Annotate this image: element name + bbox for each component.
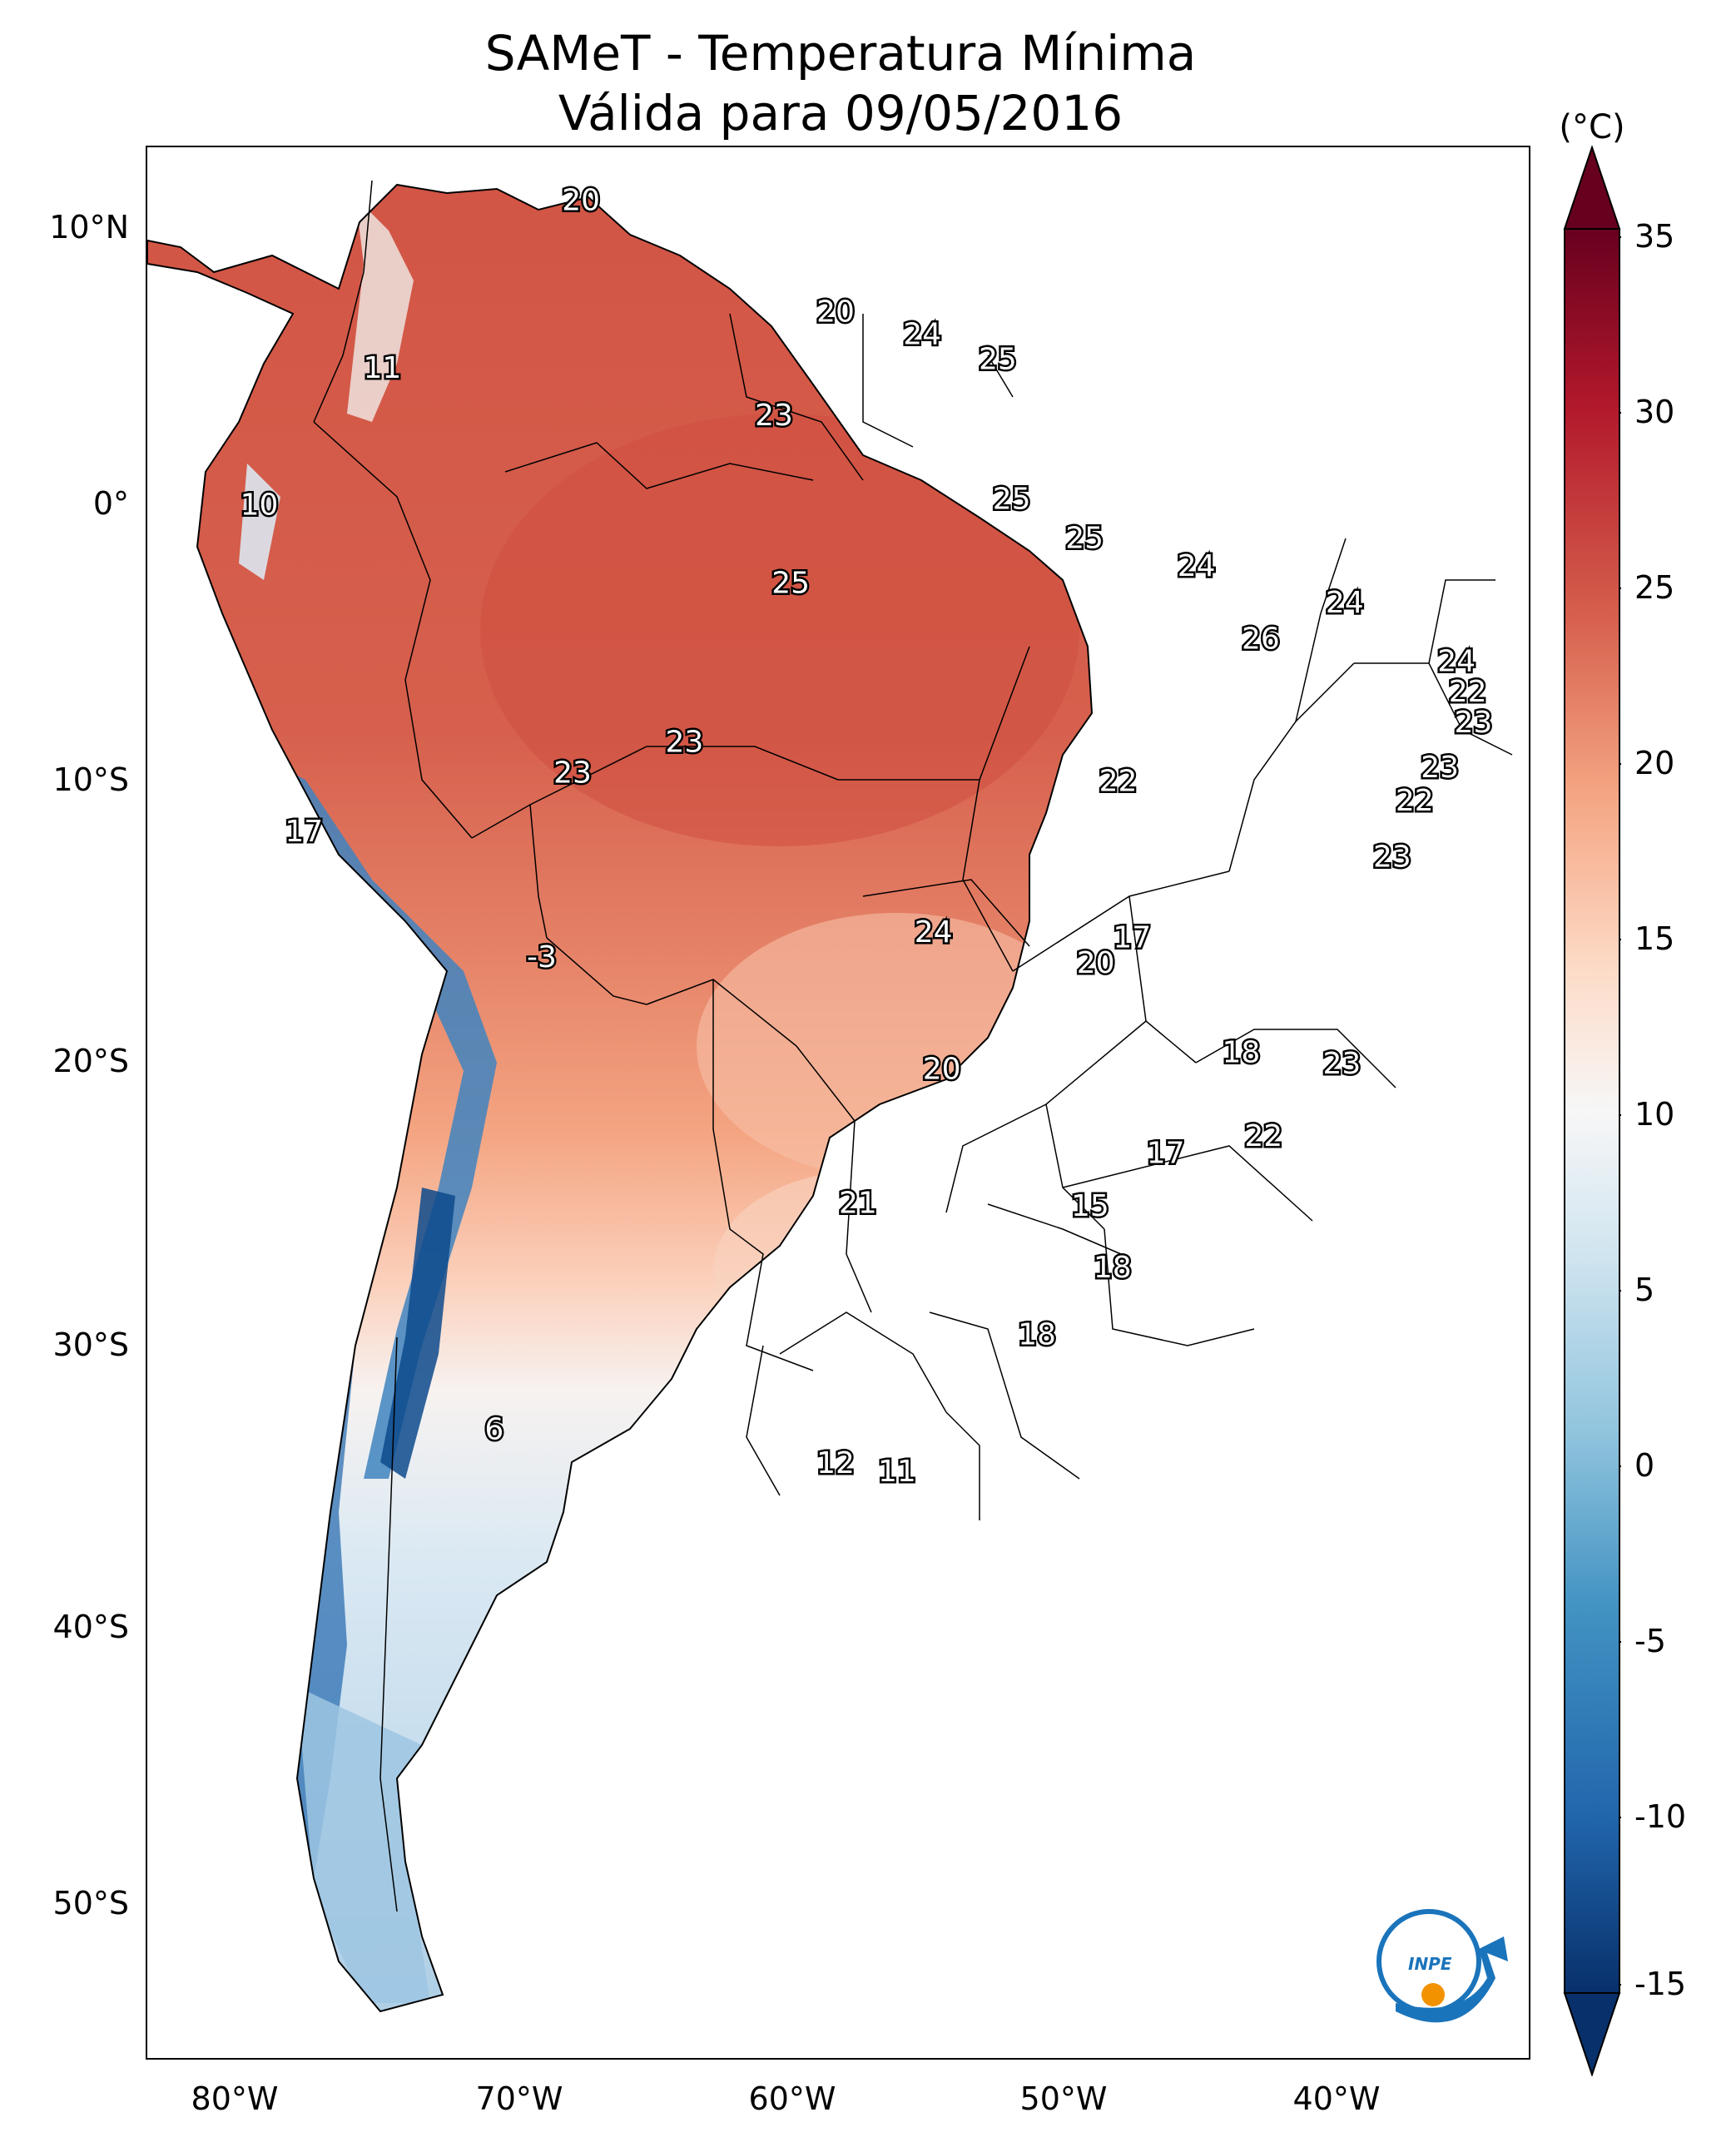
colorbar-unit: (°C) — [1559, 108, 1625, 146]
colorbar-tick-minus15: -15 — [1634, 1966, 1687, 2002]
station-label: 18 — [1222, 1035, 1260, 1069]
station-label: 22 — [1449, 675, 1487, 709]
colorbar-tick-20: 20 — [1634, 745, 1675, 781]
station-label: 24 — [1178, 549, 1216, 583]
station-label: 24 — [903, 318, 941, 352]
colorbar-tick-35: 35 — [1634, 218, 1675, 255]
lat-label-50s: 50°S — [52, 1885, 129, 1921]
svg-text:INPE: INPE — [1408, 1954, 1452, 1974]
station-label: 23 — [665, 726, 703, 760]
station-label: 24 — [1437, 644, 1476, 678]
colorbar — [1563, 146, 1621, 2076]
station-label: 23 — [1322, 1047, 1361, 1081]
station-label: -3 — [527, 940, 557, 974]
lat-label-10s: 10°S — [52, 761, 129, 798]
colorbar-tick-0: 0 — [1634, 1447, 1655, 1484]
lon-label-60w: 60°W — [748, 2080, 836, 2117]
station-label: 22 — [1244, 1119, 1282, 1153]
lat-label-40s: 40°S — [52, 1609, 129, 1645]
station-label: 6 — [484, 1413, 503, 1447]
political-borders — [313, 180, 1513, 1912]
title-line-2: Válida para 09/05/2016 — [558, 85, 1123, 141]
station-label: 24 — [915, 915, 953, 950]
lat-label-30s: 30°S — [52, 1326, 129, 1363]
map-title: SAMeT - Temperatura Mínima Válida para 0… — [0, 23, 1681, 143]
station-label: 20 — [562, 183, 600, 217]
lat-label-0: 0° — [92, 485, 129, 522]
colorbar-tick-25: 25 — [1634, 569, 1675, 606]
colorbar-tick-5: 5 — [1634, 1272, 1655, 1308]
station-label: 20 — [923, 1053, 961, 1087]
lat-label-10n: 10°N — [49, 209, 129, 245]
station-label: 25 — [979, 343, 1017, 377]
station-label: 23 — [1373, 840, 1411, 874]
station-label: 10 — [241, 488, 279, 522]
colorbar-tick-minus5: -5 — [1634, 1623, 1666, 1659]
station-label: 23 — [553, 756, 592, 791]
station-label: 17 — [1113, 921, 1151, 955]
station-label: 24 — [1326, 586, 1364, 620]
lon-label-70w: 70°W — [475, 2080, 563, 2117]
lon-label-80w: 80°W — [191, 2080, 279, 2117]
station-label: 20 — [1077, 946, 1115, 980]
map-panel: 20 11 20 24 25 23 10 25 25 24 24 25 26 24 22 23 23 22 23 23… — [146, 146, 1530, 2060]
station-label: 18 — [1094, 1251, 1132, 1285]
station-label: 26 — [1242, 622, 1280, 656]
lon-label-40w: 40°W — [1292, 2080, 1381, 2117]
station-label: 25 — [1065, 522, 1104, 556]
station-label: 11 — [878, 1455, 916, 1489]
station-label: 12 — [816, 1446, 855, 1480]
station-label: 23 — [755, 399, 793, 433]
station-label: 22 — [1099, 765, 1138, 799]
colorbar-tick-minus10: -10 — [1634, 1798, 1687, 1835]
station-label: 23 — [1421, 751, 1459, 785]
station-label: 18 — [1018, 1318, 1056, 1352]
colorbar-tick-30: 30 — [1634, 394, 1675, 430]
title-line-1: SAMeT - Temperatura Mínima — [484, 25, 1197, 82]
station-label: 21 — [839, 1187, 877, 1221]
station-label: 25 — [771, 566, 810, 600]
lat-label-20s: 20°S — [52, 1043, 129, 1079]
inpe-logo-icon: INPE — [1376, 1909, 1508, 2023]
colorbar-tick-10: 10 — [1634, 1096, 1675, 1133]
station-label: 23 — [1454, 706, 1492, 740]
lon-label-50w: 50°W — [1019, 2080, 1108, 2117]
station-label: 25 — [993, 483, 1031, 517]
station-label: 17 — [285, 815, 323, 849]
station-label: 20 — [816, 295, 855, 330]
colorbar-tick-15: 15 — [1634, 920, 1675, 957]
station-label: 15 — [1071, 1189, 1109, 1223]
station-label: 22 — [1396, 784, 1434, 818]
station-label: 17 — [1147, 1136, 1185, 1170]
station-label: 11 — [363, 351, 401, 385]
